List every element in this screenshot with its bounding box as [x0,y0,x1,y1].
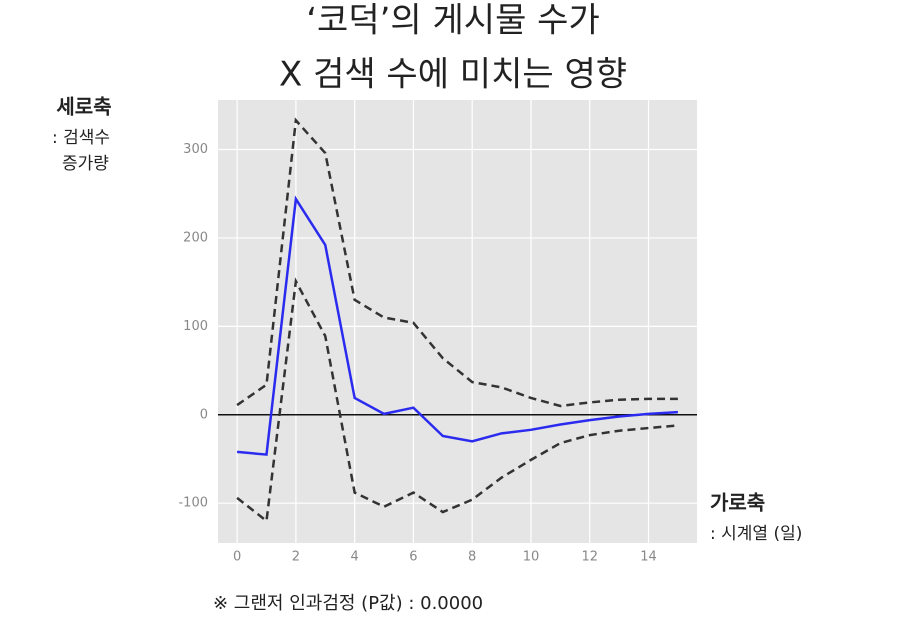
x-tick-label: 10 [523,550,540,565]
y-tick-label: 100 [183,319,208,334]
x-axis-label: : 시계열 (일) [710,524,802,544]
y-tick-label: 300 [183,142,208,157]
y-axis-label: 증가량 [62,154,109,174]
plot-background [218,100,697,543]
y-axis-label: 세로축 [56,95,111,119]
x-tick-label: 0 [233,550,241,565]
y-axis-label: : 검색수 [52,128,110,148]
x-tick-label: 2 [292,550,300,565]
chart-title: ‘코덕’의 게시물 수가 [306,1,599,41]
x-tick-label: 8 [468,550,476,565]
y-tick-label: -100 [178,496,208,511]
series-line [236,277,679,524]
series-line [236,117,678,408]
x-tick-label: 4 [351,550,359,565]
series-line [236,195,678,456]
footnote: ※ 그랜저 인과검정 (P값) : 0.0000 [213,593,483,614]
y-tick-label: 200 [183,230,208,245]
x-tick-label: 12 [581,550,598,565]
x-axis-label: 가로축 [710,491,765,515]
x-tick-label: 14 [640,550,657,565]
x-tick-label: 6 [409,550,417,565]
chart-title: X 검색 수에 미치는 영향 [279,55,627,95]
y-tick-label: 0 [200,407,208,422]
